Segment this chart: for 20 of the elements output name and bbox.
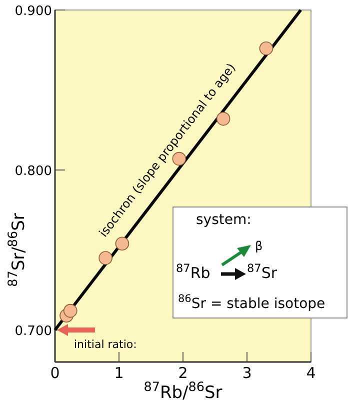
x-tick-label: 1 (114, 364, 124, 382)
x-tick-label: 0 (50, 364, 60, 382)
annotation: β (255, 239, 263, 253)
point (115, 236, 130, 250)
point (63, 304, 78, 318)
x-tick-label: 3 (242, 364, 252, 382)
x-tick-label: 4 (306, 364, 316, 382)
y-tick-label: 0.700 (14, 324, 52, 339)
annotation: $^{87}$Rb (176, 262, 210, 282)
x-axis-title: $^{87}$Rb/$^{86}$Sr (144, 380, 222, 403)
annotation: $^{86}$Sr = stable isotope (178, 293, 326, 312)
y-tick-label: 0.800 (14, 164, 52, 179)
annotation: system: (196, 212, 252, 228)
point (98, 251, 112, 265)
point (216, 112, 230, 126)
annotation: $^{87}$Sr (247, 262, 278, 282)
annotation: initial ratio: (74, 338, 137, 351)
point (259, 42, 274, 56)
x-tick-label: 2 (178, 364, 188, 382)
y-tick-label: 0.900 (14, 4, 52, 19)
